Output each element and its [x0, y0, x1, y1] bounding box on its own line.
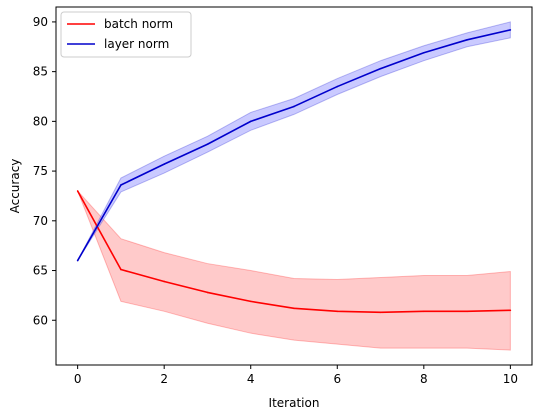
data-point-batch-norm — [336, 310, 339, 313]
data-point-batch-norm — [206, 291, 209, 294]
x-axis-ticks: 0 2 4 6 8 10 — [74, 365, 518, 386]
legend-label-batch-norm: batch norm — [104, 17, 173, 31]
data-point-layer-norm — [466, 39, 468, 41]
y-axis-label: Accuracy — [8, 159, 22, 214]
legend-label-layer-norm: layer norm — [104, 37, 169, 51]
y-tick-label: 75 — [33, 164, 48, 178]
data-point-batch-norm — [293, 307, 295, 310]
data-point-batch-norm — [423, 310, 425, 313]
data-point-batch-norm — [249, 300, 252, 303]
x-tick-label: 2 — [160, 372, 168, 386]
y-tick-label: 70 — [33, 214, 48, 228]
data-point-batch-norm — [76, 190, 79, 192]
y-tick-label: 60 — [33, 313, 48, 327]
x-tick-label: 8 — [420, 372, 428, 386]
y-axis-ticks: 60 65 70 75 80 85 90 — [33, 15, 56, 327]
y-tick-label: 65 — [33, 264, 48, 278]
data-point-batch-norm — [379, 311, 382, 314]
data-point-layer-norm — [379, 67, 382, 70]
y-tick-label: 80 — [33, 114, 48, 128]
data-point-batch-norm — [466, 310, 468, 313]
data-point-batch-norm — [163, 280, 165, 283]
x-tick-label: 10 — [503, 372, 518, 386]
data-point-layer-norm — [293, 105, 295, 108]
legend: batch norm layer norm — [60, 11, 192, 58]
data-point-layer-norm — [206, 143, 209, 146]
data-point-layer-norm — [423, 51, 425, 54]
y-tick-label: 85 — [33, 65, 48, 79]
plot-frame — [55, 6, 533, 366]
x-tick-label: 4 — [247, 372, 255, 386]
data-point-batch-norm — [120, 268, 122, 271]
data-point-layer-norm — [163, 163, 165, 165]
data-point-layer-norm — [76, 259, 79, 262]
x-tick-label: 6 — [333, 372, 341, 386]
data-point-batch-norm — [509, 309, 512, 312]
data-point-layer-norm — [509, 29, 512, 31]
series-lines — [76, 29, 512, 314]
y-tick-label: 90 — [33, 15, 48, 29]
x-tick-label: 0 — [74, 372, 82, 386]
data-point-layer-norm — [336, 85, 339, 88]
x-axis-label: Iteration — [269, 396, 320, 410]
data-point-layer-norm — [249, 120, 252, 123]
data-point-layer-norm — [120, 184, 122, 186]
